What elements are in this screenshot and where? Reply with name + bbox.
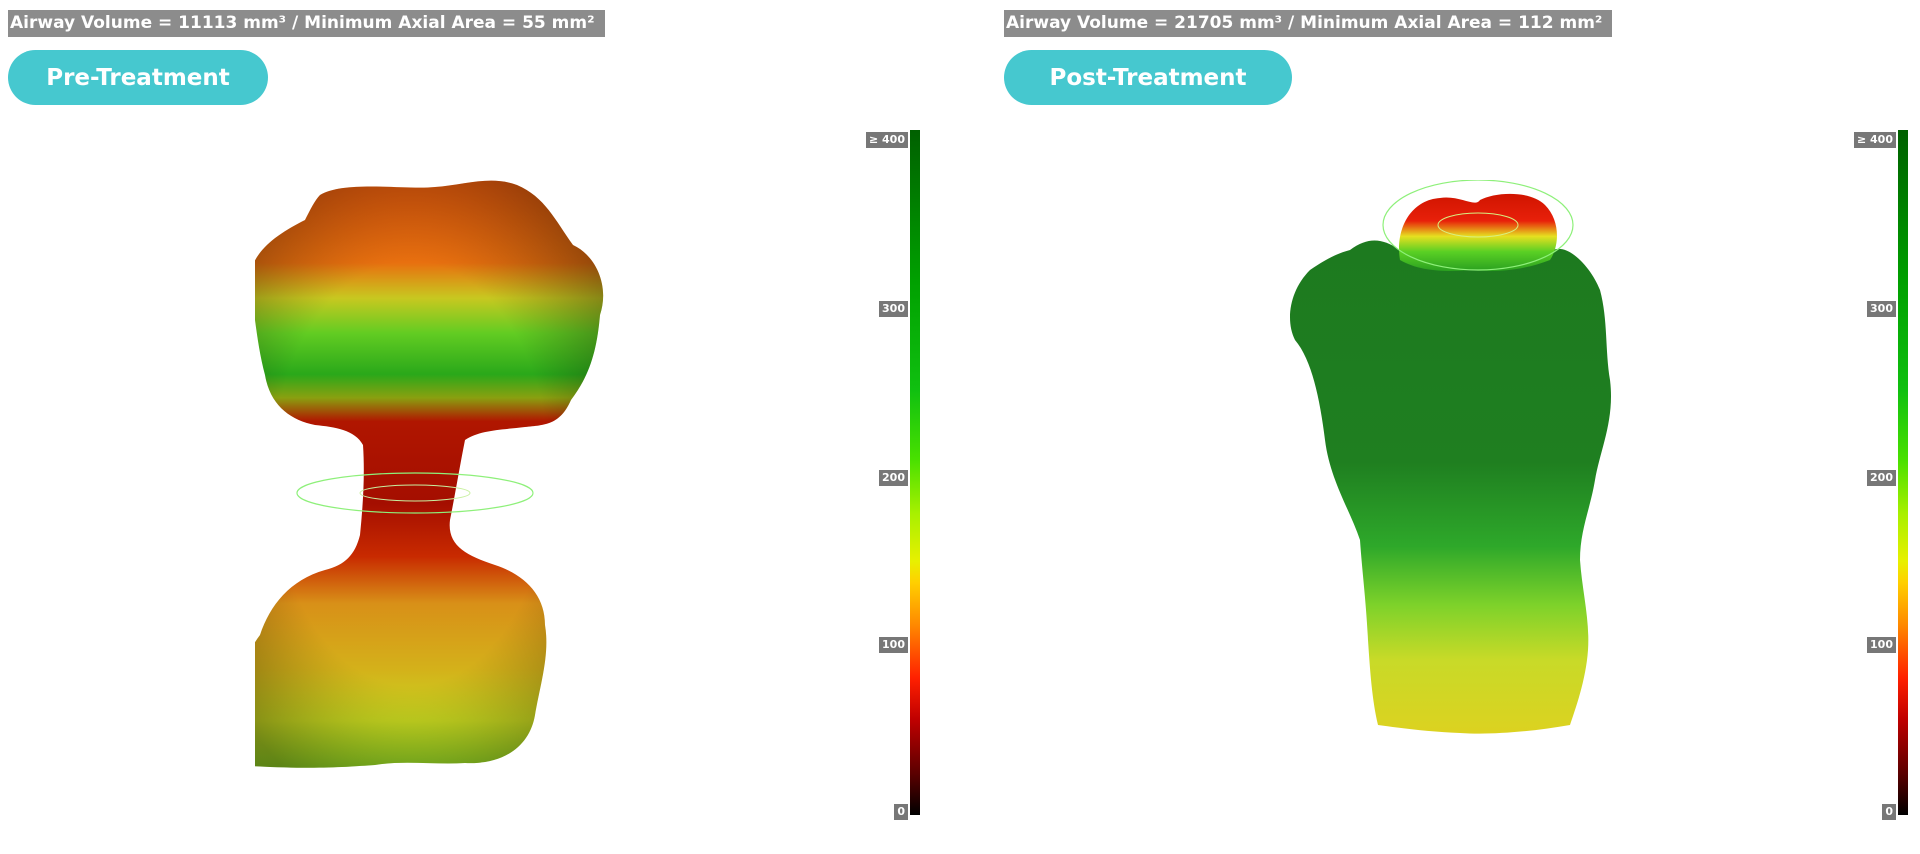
scale-tick-label: 0 xyxy=(894,804,908,820)
airway-metrics-label: Airway Volume = 21705 mm³ / Minimum Axia… xyxy=(1004,10,1613,37)
post-treatment-panel: Airway Volume = 21705 mm³ / Minimum Axia… xyxy=(1000,0,1920,854)
color-scale-bar xyxy=(1898,130,1908,815)
scale-tick-label: ≥ 400 xyxy=(1853,132,1896,148)
scale-tick-label: 0 xyxy=(1882,804,1896,820)
pre-treatment-button[interactable]: Pre-Treatment xyxy=(8,50,268,105)
post-treatment-button[interactable]: Post-Treatment xyxy=(1004,50,1292,105)
scale-tick-label: ≥ 400 xyxy=(865,132,908,148)
scale-tick-label: 200 xyxy=(1867,470,1896,486)
airway-3d-model[interactable] xyxy=(1290,180,1630,750)
airway-metrics-label: Airway Volume = 11113 mm³ / Minimum Axia… xyxy=(8,10,605,37)
scale-tick-label: 100 xyxy=(879,637,908,653)
scale-tick-label: 300 xyxy=(1867,301,1896,317)
scale-tick-label: 200 xyxy=(879,470,908,486)
scale-tick-label: 100 xyxy=(1867,637,1896,653)
pre-treatment-panel: Airway Volume = 11113 mm³ / Minimum Axia… xyxy=(8,10,920,820)
scale-tick-label: 300 xyxy=(879,301,908,317)
color-scale-bar xyxy=(910,130,920,815)
airway-3d-model[interactable] xyxy=(255,175,675,775)
